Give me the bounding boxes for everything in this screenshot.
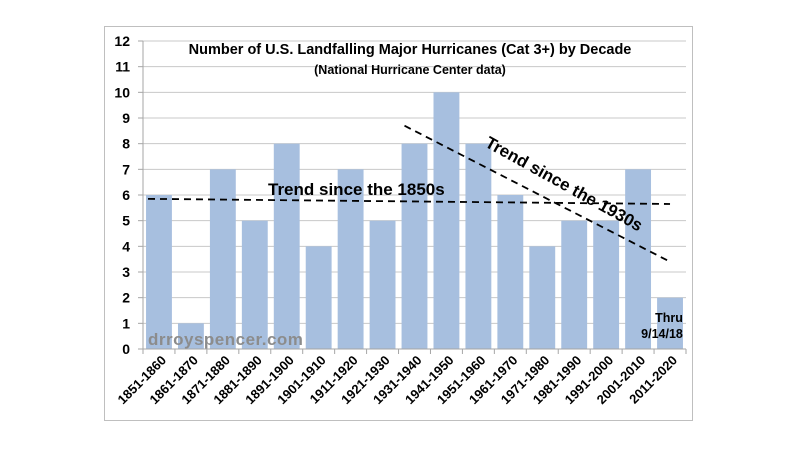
- trend-lines: [147, 124, 671, 263]
- bar: [241, 220, 268, 349]
- y-tick-label: 4: [122, 238, 130, 254]
- axes: [142, 41, 687, 354]
- y-tick-label: 0: [122, 341, 130, 357]
- trend-label-1850s: Trend since the 1850s: [268, 180, 445, 199]
- bar: [209, 169, 236, 349]
- chart-subtitle: (National Hurricane Center data): [314, 63, 506, 77]
- y-tick-label: 7: [122, 161, 130, 177]
- y-tick-label: 10: [114, 84, 130, 100]
- bar: [657, 297, 683, 349]
- bars: [146, 92, 683, 349]
- chart-title: Number of U.S. Landfalling Major Hurrica…: [189, 42, 632, 58]
- bar: [433, 92, 460, 349]
- note-date-label: 9/14/18: [641, 327, 683, 341]
- x-tick-labels: 1851-18601861-18701871-18801881-18901891…: [115, 353, 681, 408]
- y-tick-label: 6: [122, 187, 130, 203]
- trend-line-trend-1930s: [404, 124, 671, 263]
- y-tick-label: 8: [122, 136, 130, 152]
- bar: [529, 246, 556, 349]
- bar: [561, 220, 588, 349]
- trend-line-trend-1850s: [147, 197, 671, 205]
- watermark: drroyspencer.com: [148, 330, 303, 349]
- bar: [625, 169, 652, 349]
- y-tick-label: 12: [114, 33, 130, 49]
- bar: [593, 220, 620, 349]
- y-tick-label: 2: [122, 290, 130, 306]
- bar: [305, 246, 332, 349]
- y-tick-label: 11: [115, 59, 130, 75]
- note-thru-label: Thru: [655, 311, 683, 325]
- bar: [146, 195, 172, 349]
- y-tick-label: 9: [122, 110, 130, 126]
- y-tick-label: 5: [122, 213, 130, 229]
- bar: [273, 143, 300, 349]
- y-tick-label: 1: [122, 315, 130, 331]
- bar: [337, 169, 364, 349]
- bar: [401, 143, 428, 349]
- bar: [497, 195, 524, 349]
- bar: [177, 323, 204, 349]
- y-tick-label: 3: [122, 264, 130, 280]
- bar: [465, 143, 492, 349]
- bar: [369, 220, 396, 349]
